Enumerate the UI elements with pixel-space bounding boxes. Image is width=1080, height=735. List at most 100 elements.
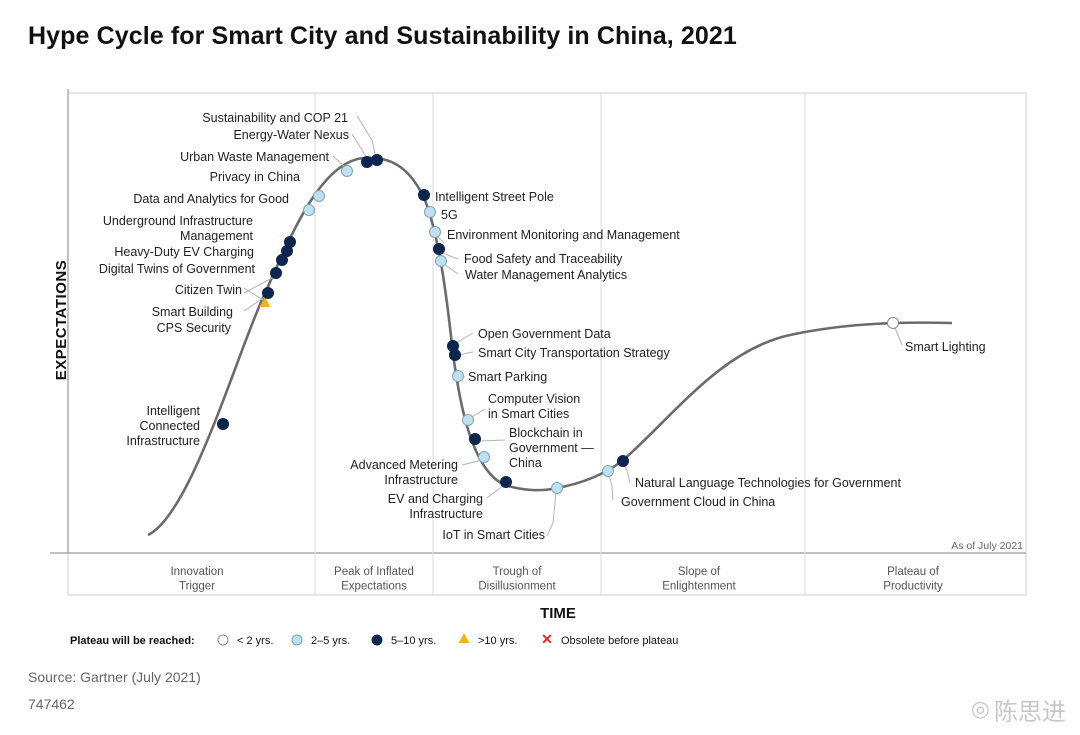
phase-label: Slope of [678, 566, 721, 578]
legend-label: 5–10 yrs. [391, 635, 436, 647]
y-axis-label: EXPECTATIONS [53, 260, 70, 380]
leader-line [623, 464, 631, 484]
data-point [433, 243, 445, 255]
watermark-text: 陈思进 [994, 698, 1066, 726]
point-label: Intelligent [146, 404, 200, 418]
chart-title: Hype Cycle for Smart City and Sustainabi… [28, 22, 737, 50]
leader-line [356, 115, 377, 159]
leader-line [243, 295, 267, 312]
legend-marker-cross: ✕ [541, 631, 553, 647]
point-label: EV and Charging [388, 492, 483, 506]
leader-line [351, 133, 368, 159]
legend-title: Plateau will be reached: [70, 635, 195, 647]
plot-border [67, 92, 1027, 596]
data-point [887, 317, 899, 329]
point-label: Government Cloud in China [621, 495, 775, 509]
data-point [478, 451, 490, 463]
data-point [602, 465, 614, 477]
data-point-triangle [259, 297, 271, 307]
plot-frame [50, 89, 1027, 596]
point-label: China [509, 456, 542, 470]
point-label: Food Safety and Traceability [464, 252, 623, 266]
data-point [469, 433, 481, 445]
leader-line [243, 276, 275, 294]
point-label: Urban Waste Management [180, 150, 329, 164]
phase-label: Expectations [341, 581, 407, 593]
leader-line [546, 491, 557, 537]
data-point [303, 204, 315, 216]
point-label: Blockchain in [509, 426, 583, 440]
point-label: Underground Infrastructure [103, 214, 253, 228]
leader-line [443, 263, 459, 275]
point-label: Smart Building [152, 305, 233, 319]
phase-label: Plateau of [887, 566, 940, 578]
data-point [452, 370, 464, 382]
leader-line [894, 327, 903, 346]
point-label: Advanced Metering [350, 458, 458, 472]
phase-label: Trigger [179, 581, 215, 593]
point-label: Open Government Data [478, 327, 611, 341]
legend-label: < 2 yrs. [237, 635, 273, 647]
leader-line [243, 287, 264, 301]
point-label: Infrastructure [384, 473, 458, 487]
point-label: Computer Vision [488, 392, 580, 406]
data-point [617, 455, 629, 467]
data-point [371, 154, 383, 166]
phase-labels: Innovation Trigger Peak of Inflated Expecta… [170, 566, 943, 593]
data-point [262, 287, 274, 299]
point-label: Natural Language Technologies for Govern… [635, 476, 901, 490]
data-point [424, 206, 436, 218]
as-of-note: As of July 2021 [951, 540, 1023, 552]
point-label: Smart Parking [468, 370, 547, 384]
point-label: Connected [140, 419, 201, 433]
phase-label: Trough of [493, 566, 543, 578]
point-label: Smart City Transportation Strategy [478, 346, 670, 360]
point-label: Infrastructure [126, 434, 200, 448]
data-point [270, 267, 282, 279]
data-points [217, 154, 899, 494]
point-label: Data and Analytics for Good [133, 192, 289, 206]
point-label: Infrastructure [409, 507, 483, 521]
data-point [418, 189, 430, 201]
legend-marker [291, 634, 303, 646]
point-label: 5G [441, 208, 458, 222]
data-point [449, 349, 461, 361]
leader-line [461, 459, 483, 466]
point-label: Intelligent Street Pole [435, 190, 554, 204]
point-label: in Smart Cities [488, 407, 569, 421]
point-label: Digital Twins of Government [99, 262, 256, 276]
point-label: CPS Security [157, 321, 232, 335]
point-label: Privacy in China [210, 170, 300, 184]
legend-marker [371, 634, 383, 646]
data-point [276, 254, 288, 266]
data-point [551, 482, 563, 494]
watermark: ◎ 陈思进 [971, 692, 1066, 727]
data-point [429, 226, 441, 238]
point-label: Government — [509, 441, 594, 455]
legend-marker-triangle [458, 633, 470, 643]
data-point [284, 236, 296, 248]
data-point [435, 255, 447, 267]
phase-label: Productivity [883, 581, 943, 593]
phase-label: Disillusionment [478, 581, 556, 593]
leader-line [441, 252, 459, 260]
legend-marker [217, 634, 229, 646]
leader-line [608, 474, 614, 501]
legend: Plateau will be reached: < 2 yrs. 2–5 yrs.… [70, 631, 678, 647]
legend-label: 2–5 yrs. [311, 635, 350, 647]
phase-label: Innovation [170, 566, 223, 578]
source-note: Source: Gartner (July 2021) [28, 669, 201, 685]
phase-label: Peak of Inflated [334, 566, 414, 578]
point-label: IoT in Smart Cities [442, 528, 545, 542]
data-point [313, 190, 325, 202]
phase-label: Enlightenment [662, 581, 736, 593]
leader-lines [243, 115, 903, 537]
leader-line [486, 484, 505, 499]
x-axis-label: TIME [540, 605, 576, 622]
data-point [341, 165, 353, 177]
leader-line [437, 236, 445, 244]
weibo-icon: ◎ [970, 697, 990, 722]
point-label: Citizen Twin [175, 283, 242, 297]
